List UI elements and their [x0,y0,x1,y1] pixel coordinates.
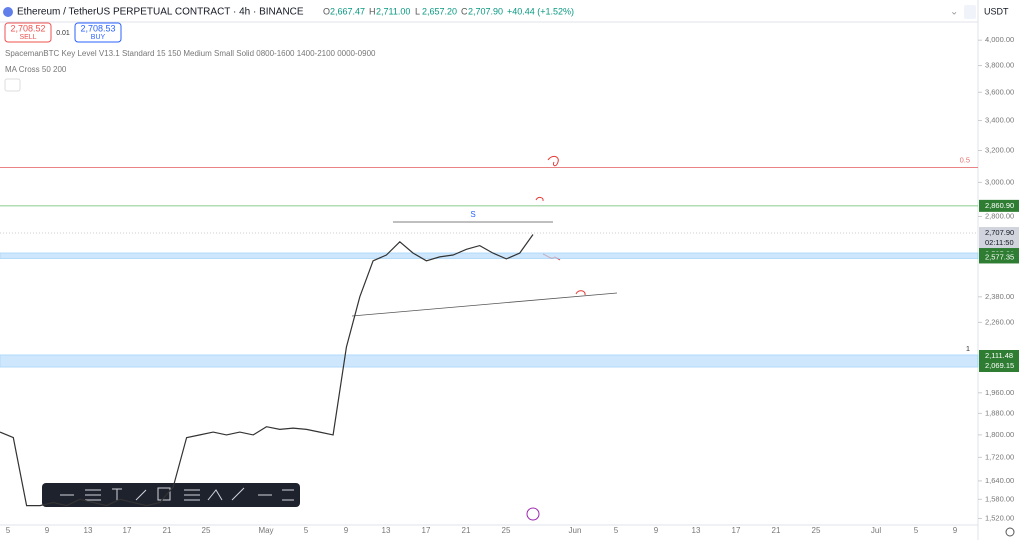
x-tick-label: 25 [812,526,821,535]
ohlc-value: 2,657.20 [422,6,457,16]
fib-label: 0.5 [960,155,970,164]
ohlc-key: L [415,6,420,16]
level-label: 2,860.90 [985,201,1014,210]
y-tick-label: 2,380.00 [985,292,1014,301]
zone [0,252,979,259]
toolbar-icons [60,487,294,501]
level-tag [979,349,1019,362]
y-tick-label: 4,000.00 [985,35,1014,44]
trend-line [351,292,618,317]
x-tick-label: 9 [45,526,50,535]
fib-label: 1 [966,344,970,353]
y-tick-label: 2,260.00 [985,317,1014,326]
x-tick-label: 21 [462,526,471,535]
level-tag [979,199,1019,212]
y-tick-label: 1,880.00 [985,408,1014,417]
x-tick-label: May [258,526,273,535]
ohlc-value: 2,667.47 [330,6,365,16]
level-tag [979,227,1019,250]
annotation-scribble [575,290,586,296]
buy-button[interactable] [74,22,122,43]
y-tick-label: 1,520.00 [985,513,1014,522]
x-tick-label: 5 [6,526,11,535]
y-tick-label: 3,400.00 [985,116,1014,125]
x-tick-label: 13 [692,526,701,535]
countdown: 02:11:50 [985,238,1014,247]
ohlc-key: C [461,6,468,16]
y-tick-label: 3,200.00 [985,145,1014,154]
x-tick-label: 9 [654,526,659,535]
x-tick-label: 21 [163,526,172,535]
x-tick-label: 5 [304,526,309,535]
y-tick-label: 1,960.00 [985,388,1014,397]
sell-button[interactable] [4,22,52,43]
level-tag [979,360,1019,373]
y-tick-label: 3,800.00 [985,61,1014,70]
indicator: MA Cross 50 200 [5,65,67,74]
level-label: 2,577.35 [985,252,1014,261]
buy-label: BUY [91,34,106,41]
x-tick-label: 25 [202,526,211,535]
y-tick-label: 1,580.00 [985,494,1014,503]
y-tick-label: 1,720.00 [985,452,1014,461]
sell-label: SELL [19,34,36,41]
zone [0,354,979,368]
y-tick-label: 1,800.00 [985,430,1014,439]
alert-button[interactable] [964,5,976,19]
annotation-scribble [535,197,544,202]
x-tick-label: Jun [569,526,582,535]
y-tick-label: 3,000.00 [985,177,1014,186]
symbol: Ethereum / TetherUS PERPETUAL CONTRACT ·… [17,7,304,18]
level-label: 2,111.48 [985,351,1013,360]
ohlc-key: H [369,6,376,16]
ohlc: O 2,667.47 H 2,711.00 L 2,657.20 C 2,707.90 +40.… [323,6,574,16]
x-tick-label: 17 [732,526,741,535]
x-tick-label: 13 [382,526,391,535]
x-tick-label: 5 [614,526,619,535]
sell-price: 2,708.52 [10,23,45,33]
x-tick-label: 21 [772,526,781,535]
x-tick-label: 9 [344,526,349,535]
buy-price: 2,708.53 [80,23,115,33]
ohlc-value: 2,711.00 [376,6,410,16]
level-label: 2,069.15 [985,361,1014,370]
annotation-scribble [547,155,559,167]
level-label: 2,707.90 [985,228,1014,237]
symbol-icon [3,7,13,17]
x-tick-label: 9 [953,526,958,535]
x-tick-label: 17 [422,526,431,535]
change: +40.44 (+1.52%) [507,6,574,16]
y-tick-label: 2,800.00 [985,211,1014,220]
collapse-button[interactable] [4,78,21,92]
x-tick-label: 25 [502,526,511,535]
menu-arrow[interactable]: ⌄ [950,7,958,18]
indicator: SpacemanBTC Key Level V13.1 Standard 15 … [5,49,376,58]
y-tick-label: 3,600.00 [985,87,1014,96]
settings-button[interactable] [1005,527,1015,537]
x-tick-label: 17 [123,526,132,535]
drawing-toolbar [42,483,300,507]
ohlc-value: 2,707.90 [468,6,503,16]
level-tag [979,251,1019,264]
currency[interactable]: USDT [984,6,1009,16]
x-tick-label: Jul [871,526,881,535]
y-tick-label: 1,640.00 [985,476,1014,485]
price-series [0,234,534,507]
x-tick-label: 5 [914,526,919,535]
x-tick-label: 13 [84,526,93,535]
event-marker[interactable] [526,507,540,521]
quantity: 0.01 [56,30,70,37]
pattern-label: S [470,210,475,219]
ohlc-key: O [323,6,330,16]
